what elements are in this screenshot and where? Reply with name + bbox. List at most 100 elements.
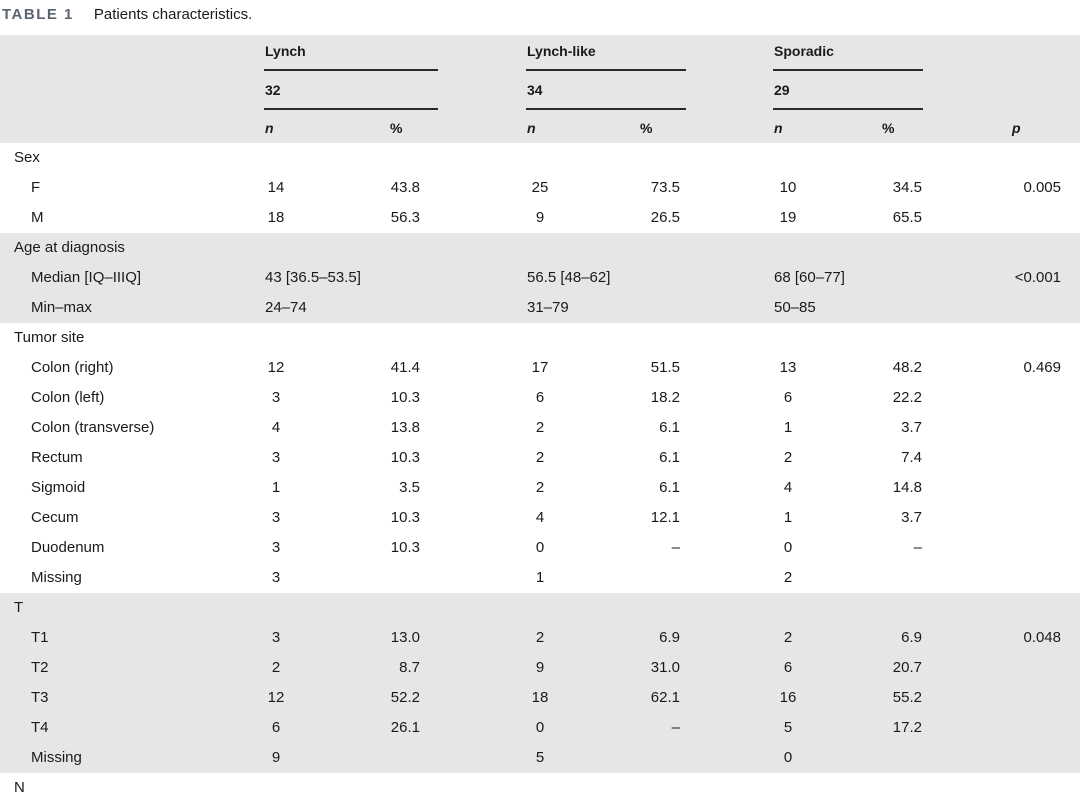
cell-lynch-n: 18 [267, 209, 285, 226]
cell-lynch-like-pct [600, 563, 680, 593]
row-label: T4 [31, 719, 49, 736]
table-body: Sex F 14 43.8 25 73.5 10 34.5 0.005 M 18 56.3 9 26.5 1… [0, 143, 1080, 803]
cell-sporadic-pct: 6.9 [901, 629, 922, 646]
table-row: Rectum 3 10.3 2 6.1 2 7.4 [0, 443, 1080, 473]
cell-lynch-n: 3 [271, 629, 281, 646]
section-label: N [14, 779, 25, 796]
row-label: M [31, 209, 44, 226]
row-label: Colon (transverse) [31, 419, 155, 436]
group-lynch-like-rule-2 [526, 108, 686, 110]
cell-lynch-pct: 26.1 [390, 719, 420, 736]
table-number-label: TABLE 1 [2, 6, 74, 23]
cell-lynch-like-pct [600, 743, 680, 773]
group-lynch-like-count: 34 [527, 82, 543, 98]
table-row: Missing 9 5 0 [0, 743, 1080, 773]
table-row: M 18 56.3 9 26.5 19 65.5 [0, 203, 1080, 233]
cell-lynch-pct: 13.8 [390, 419, 420, 436]
row-label: Duodenum [31, 539, 105, 556]
cell-lynch-like-pct: 6.1 [659, 479, 680, 496]
table-row: Missing 3 1 2 [0, 563, 1080, 593]
cell-lynch-like-pct: 73.5 [650, 179, 680, 196]
table-row: Median [IQ–IIIQ] 43 [36.5–53.5] 56.5 [48–6… [0, 263, 1080, 293]
cell-p-value: <0.001 [1014, 269, 1061, 286]
cell-sporadic-n: 1 [783, 509, 793, 526]
cell-sporadic-n: 5 [783, 719, 793, 736]
cell-lynch-n: 1 [271, 479, 281, 496]
table-title: Patients characteristics. [93, 6, 253, 23]
table-row: T3 12 52.2 18 62.1 16 55.2 [0, 683, 1080, 713]
cell-lynch-like-pct: 62.1 [650, 689, 680, 706]
row-label: T1 [31, 629, 49, 646]
row-label: T3 [31, 689, 49, 706]
group-lynch-rule-2 [264, 108, 438, 110]
col-n-lynch: n [265, 120, 274, 136]
cell-sporadic-n: 0 [783, 749, 793, 766]
cell-lynch-like-n: 9 [535, 659, 545, 676]
row-label: Colon (right) [31, 359, 114, 376]
cell-lynch-n: 6 [271, 719, 281, 736]
cell-lynch-like-pct: 26.5 [650, 209, 680, 226]
cell-sporadic-n: 2 [783, 449, 793, 466]
group-lynch-rule-1 [264, 69, 438, 71]
cell-lynch-n: 12 [267, 689, 285, 706]
cell-sporadic-n: 16 [779, 689, 797, 706]
table-row: Duodenum 3 10.3 0 – 0 – [0, 533, 1080, 563]
cell-p-value: 0.048 [1023, 629, 1061, 646]
row-label: Rectum [31, 449, 83, 466]
cell-p-value [960, 533, 1061, 563]
section-label: Sex [14, 149, 40, 166]
cell-lynch-like-n: 17 [531, 359, 549, 376]
group-sporadic-name: Sporadic [774, 43, 834, 59]
cell-lynch-n: 3 [271, 539, 281, 556]
cell-sporadic-pct: 7.4 [901, 449, 922, 466]
cell-lynch-n: 3 [271, 569, 281, 586]
cell-lynch-like-n: 2 [535, 419, 545, 436]
cell-p-value [960, 563, 1061, 593]
cell-sporadic-n: 1 [783, 419, 793, 436]
cell-sporadic-pct: 3.7 [901, 419, 922, 436]
cell-lynch-like-pct: 18.2 [650, 389, 680, 406]
cell-lynch-value: 24–74 [265, 299, 307, 316]
cell-sporadic-pct: – [913, 539, 922, 556]
cell-lynch-n: 4 [271, 419, 281, 436]
cell-lynch-pct: 10.3 [390, 449, 420, 466]
cell-p-value [960, 743, 1061, 773]
row-label: Missing [31, 749, 82, 766]
cell-sporadic-pct: 48.2 [892, 359, 922, 376]
cell-sporadic-pct: 22.2 [892, 389, 922, 406]
table-row: Colon (left) 3 10.3 6 18.2 6 22.2 [0, 383, 1080, 413]
cell-lynch-like-pct: 6.9 [659, 629, 680, 646]
cell-sporadic-n: 4 [783, 479, 793, 496]
cell-lynch-n: 12 [267, 359, 285, 376]
cell-lynch-like-n: 5 [535, 749, 545, 766]
row-label: Missing [31, 569, 82, 586]
cell-lynch-like-pct: 6.1 [659, 419, 680, 436]
row-label: Sigmoid [31, 479, 86, 496]
cell-sporadic-pct [842, 743, 922, 773]
section-label: Age at diagnosis [14, 239, 125, 256]
cell-sporadic-n: 2 [783, 569, 793, 586]
cell-p-value [960, 713, 1061, 743]
cell-lynch-like-n: 25 [531, 179, 549, 196]
cell-sporadic-pct: 20.7 [892, 659, 922, 676]
cell-sporadic-pct: 17.2 [892, 719, 922, 736]
table-row: Sigmoid 1 3.5 2 6.1 4 14.8 [0, 473, 1080, 503]
cell-lynch-like-n: 2 [535, 449, 545, 466]
cell-lynch-like-pct: 12.1 [650, 509, 680, 526]
cell-lynch-pct: 3.5 [399, 479, 420, 496]
cell-lynch-n: 3 [271, 449, 281, 466]
cell-lynch-like-n: 18 [531, 689, 549, 706]
cell-sporadic-pct: 14.8 [892, 479, 922, 496]
cell-lynch-like-n: 2 [535, 479, 545, 496]
cell-lynch-like-value: 31–79 [527, 299, 569, 316]
cell-p-value [960, 473, 1061, 503]
cell-sporadic-n: 0 [783, 539, 793, 556]
group-sporadic-count: 29 [774, 82, 790, 98]
cell-sporadic-n: 19 [779, 209, 797, 226]
cell-lynch-like-n: 9 [535, 209, 545, 226]
cell-sporadic-pct: 65.5 [892, 209, 922, 226]
cell-lynch-pct: 52.2 [390, 689, 420, 706]
cell-lynch-like-n: 4 [535, 509, 545, 526]
cell-sporadic-pct: 55.2 [892, 689, 922, 706]
table-caption: TABLE 1 Patients characteristics. [2, 4, 252, 26]
